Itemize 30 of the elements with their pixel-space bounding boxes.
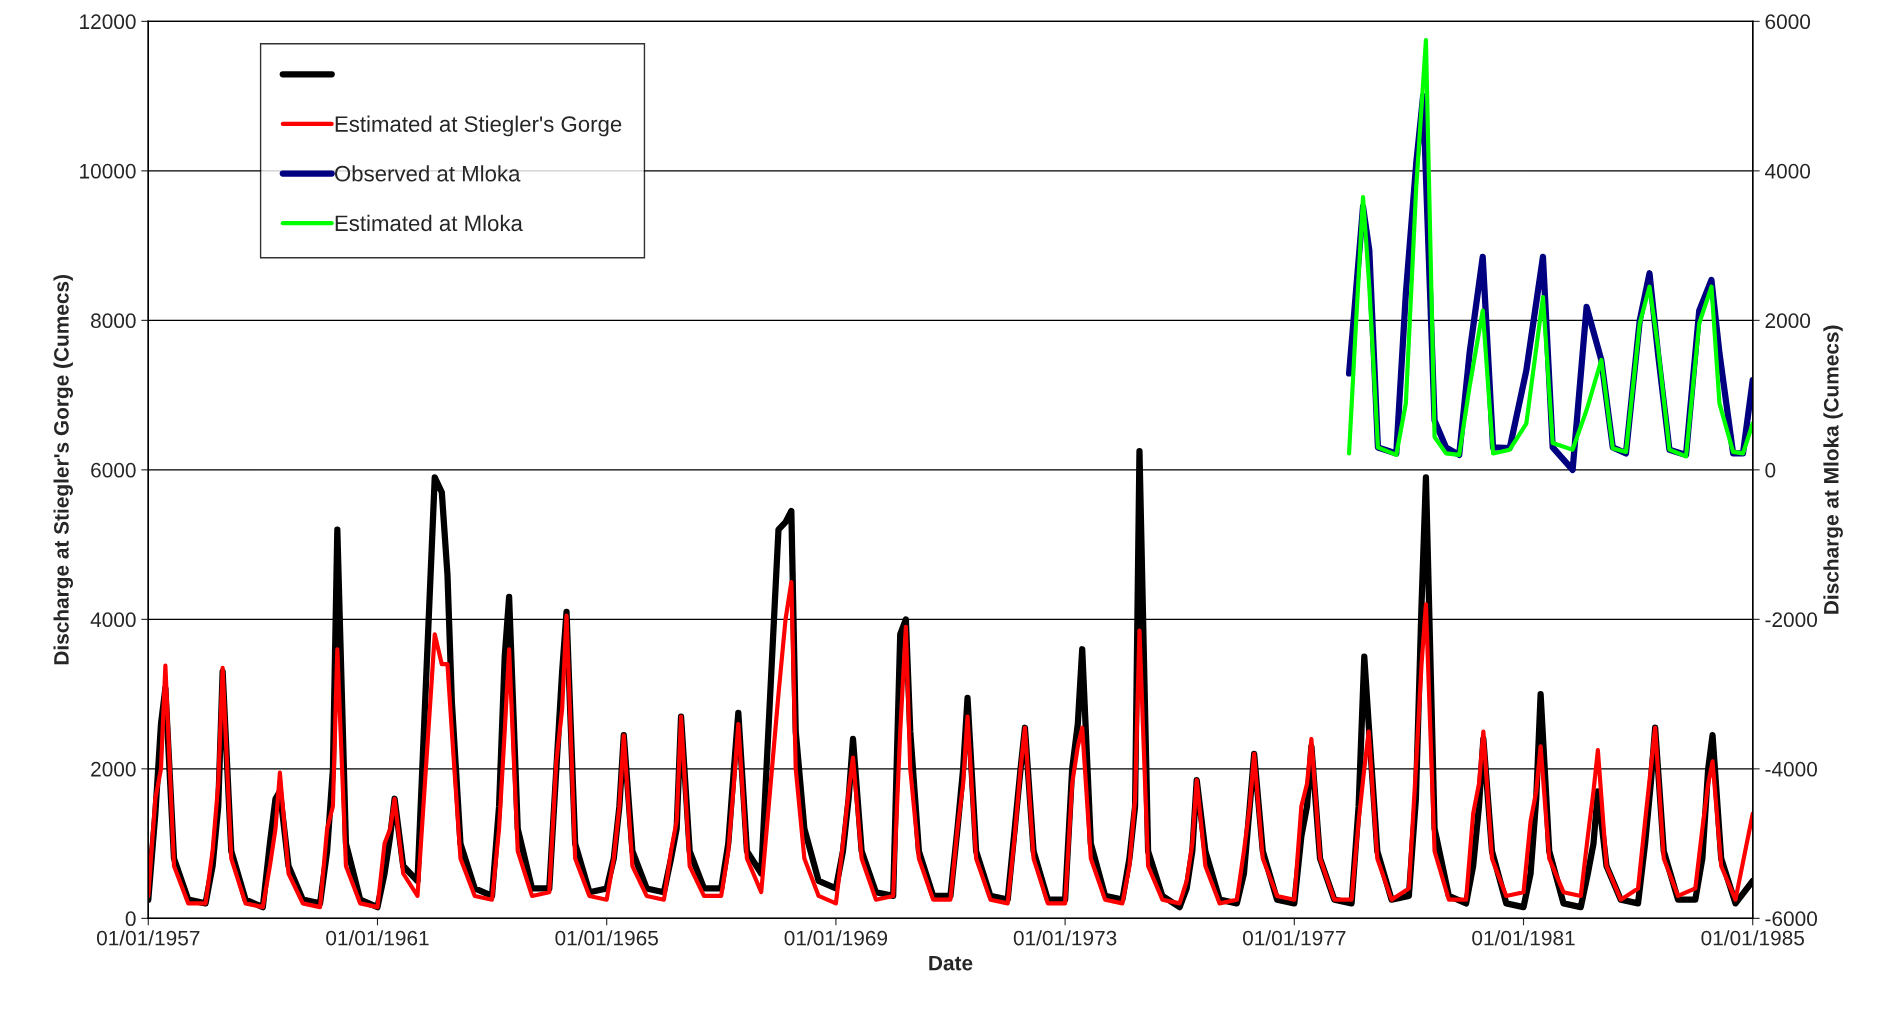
x-tick-label: 01/01/1969 bbox=[784, 930, 888, 946]
y-tick-label: 4000 bbox=[90, 612, 136, 628]
y-tick-label: 12000 bbox=[80, 14, 136, 30]
x-tick-label: 01/01/1957 bbox=[96, 930, 200, 946]
y-axis-title: Discharge at Stiegler's Gorge (Cumecs) bbox=[53, 275, 73, 665]
legend-label: Estimated at Mloka bbox=[335, 214, 523, 232]
y-tick-label: 10000 bbox=[80, 163, 136, 179]
legend-label: Estimated at Stiegler's Gorge bbox=[335, 115, 622, 137]
x-tick-label: 01/01/1977 bbox=[1242, 930, 1346, 946]
x-axis-title: Date bbox=[929, 955, 973, 971]
y2-tick-label: -2000 bbox=[1765, 612, 1817, 628]
y-tick-label: 8000 bbox=[91, 313, 136, 329]
x-tick-label: 01/01/1973 bbox=[1013, 930, 1117, 946]
y2-tick-label: 4000 bbox=[1765, 163, 1811, 179]
x-tick-label: 01/01/1985 bbox=[1701, 930, 1804, 946]
y-tick-label: 2000 bbox=[91, 761, 136, 777]
line-series bbox=[1346, 37, 1753, 459]
y2-axis-title: Discharge at Mloka (Cumecs) bbox=[1823, 325, 1843, 614]
y2-tick-label: 2000 bbox=[1765, 313, 1811, 329]
x-tick-label: 01/01/1981 bbox=[1472, 930, 1575, 946]
y2-tick-label: -4000 bbox=[1765, 761, 1817, 777]
y2-tick-label: 6000 bbox=[1765, 14, 1811, 30]
legend-label: Observed at Mloka bbox=[334, 165, 521, 182]
x-tick-label: 01/01/1965 bbox=[555, 930, 658, 946]
y-tick-label: 6000 bbox=[91, 462, 136, 478]
y2-tick-label: 0 bbox=[1765, 462, 1776, 478]
y2-tick-label: -6000 bbox=[1765, 911, 1817, 927]
line-series bbox=[148, 579, 1753, 910]
y-tick-label: 0 bbox=[125, 911, 136, 927]
x-tick-label: 01/01/1961 bbox=[326, 930, 429, 946]
